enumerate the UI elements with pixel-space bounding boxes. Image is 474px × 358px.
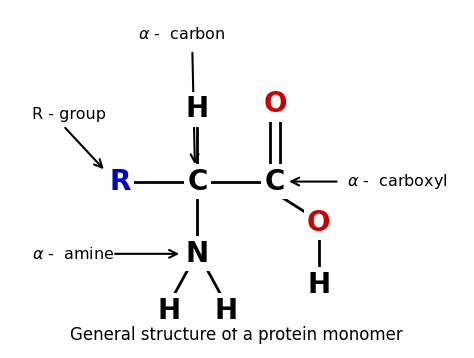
Text: N: N bbox=[186, 240, 209, 268]
Text: $\alpha$ -  amine: $\alpha$ - amine bbox=[32, 246, 115, 262]
Text: R - group: R - group bbox=[32, 107, 106, 122]
Text: O: O bbox=[307, 209, 330, 237]
Text: H: H bbox=[214, 296, 237, 325]
Text: H: H bbox=[157, 296, 181, 325]
Text: $\alpha$ -  carbon: $\alpha$ - carbon bbox=[138, 26, 226, 42]
Text: C: C bbox=[264, 168, 285, 195]
Text: C: C bbox=[187, 168, 208, 195]
Text: H: H bbox=[307, 271, 330, 299]
Text: O: O bbox=[263, 90, 287, 118]
Text: $\alpha$ -  carboxyl: $\alpha$ - carboxyl bbox=[347, 172, 448, 191]
Text: R: R bbox=[109, 168, 131, 195]
Text: General structure of a protein monomer: General structure of a protein monomer bbox=[70, 326, 402, 344]
Text: H: H bbox=[186, 95, 209, 124]
